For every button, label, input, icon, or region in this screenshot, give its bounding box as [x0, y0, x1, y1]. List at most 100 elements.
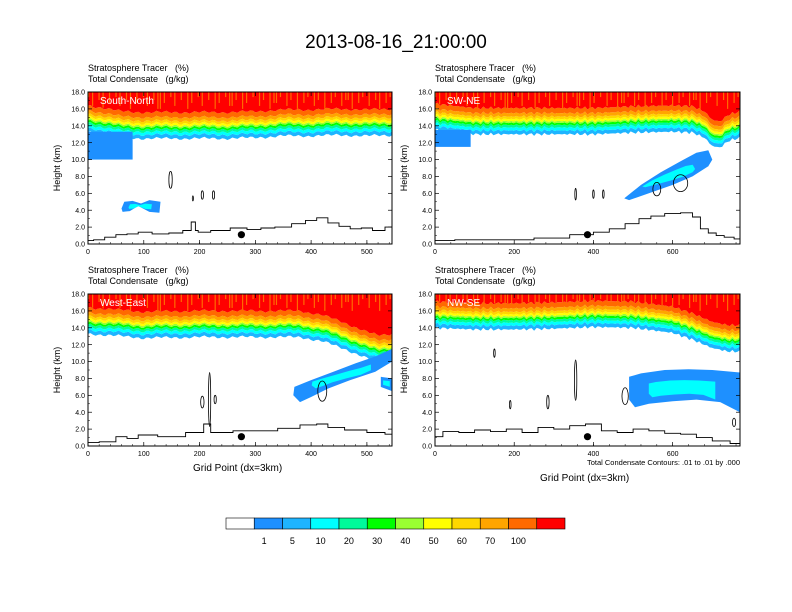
tracer-streak	[229, 92, 231, 106]
tracer-streak	[617, 92, 619, 108]
tracer-streak	[125, 92, 128, 101]
colorbar-swatch	[395, 517, 425, 530]
tracer-streak	[555, 294, 557, 303]
tracer-band	[88, 315, 392, 347]
tracer-band	[88, 113, 392, 125]
cross-section-panel: West-East 0.0 2.0 4.0 6.0 8.0 10.0 12.0 14.0 16.0…	[52, 292, 393, 458]
tracer-streak	[710, 92, 712, 98]
tracer-streak	[579, 294, 581, 302]
y-tick-label: 14.0	[418, 325, 432, 332]
x-tick-label: 600	[667, 249, 679, 256]
condensate-core	[128, 203, 152, 210]
tracer-streak	[218, 294, 220, 305]
tracer-streak	[710, 294, 712, 300]
tracer-streak	[555, 92, 557, 101]
x-tick-label: 400	[588, 451, 600, 458]
panel-plot-area	[435, 294, 740, 446]
condensate-core	[383, 380, 390, 387]
tracer-band	[435, 304, 740, 335]
tracer-streak	[504, 92, 506, 109]
tracer-streak	[651, 92, 653, 103]
terrain-line	[88, 423, 392, 444]
colorbar-swatch	[423, 517, 453, 530]
y-tick-label: 16.0	[418, 308, 432, 315]
tracer-streak	[665, 92, 667, 101]
tracer-streak	[252, 294, 254, 300]
tracer-streak	[621, 92, 623, 103]
tracer-band	[435, 316, 740, 346]
tracer-streak	[136, 92, 138, 103]
tracer-band	[88, 105, 392, 119]
tracer-streak	[562, 294, 564, 303]
tracer-streak	[214, 294, 216, 311]
tracer-streak	[108, 92, 111, 103]
tracer-streak	[737, 294, 739, 300]
y-tick-label: 6.0	[422, 191, 432, 198]
location-marker	[583, 433, 592, 441]
tracer-streak	[634, 92, 636, 106]
tracer-streak	[435, 294, 437, 300]
y-tick-label: 0.0	[422, 242, 432, 249]
tracer-streak	[102, 294, 104, 309]
tracer-streak	[566, 294, 568, 302]
cloud-contour	[574, 359, 578, 401]
tracer-streak	[672, 294, 674, 307]
tracer-band	[88, 122, 392, 134]
tracer-streak	[456, 294, 458, 303]
tracer-streak	[737, 92, 739, 98]
tracer-streak	[727, 92, 729, 109]
tracer-streak	[334, 294, 336, 300]
tracer-streak	[606, 92, 608, 106]
tracer-streak	[218, 92, 220, 103]
tracer-streak	[699, 294, 701, 311]
panel-plot-area	[88, 92, 392, 244]
tracer-streak	[347, 92, 349, 101]
tracer-streak	[678, 294, 680, 305]
tracer-streak	[477, 294, 479, 304]
tracer-band	[435, 119, 740, 141]
tracer-streak	[716, 92, 718, 106]
tracer-streak	[521, 92, 523, 106]
y-tick-label: 2.0	[75, 225, 85, 232]
figure-title: 2013-08-16_21:00:00	[305, 32, 487, 53]
tracer-streak	[157, 92, 159, 109]
x-tick-label: 500	[361, 249, 373, 256]
colorbar-swatch	[282, 517, 312, 530]
tracer-streak	[693, 92, 695, 101]
y-tick-label: 12.0	[418, 140, 432, 147]
x-tick-label: 0	[433, 249, 437, 256]
y-tick-label: 18.0	[71, 292, 85, 299]
tracer-streak	[727, 294, 729, 311]
y-tick-label: 12.0	[71, 342, 85, 349]
tracer-streak	[153, 294, 155, 303]
tracer-streak	[665, 294, 667, 303]
tracer-streak	[689, 294, 691, 308]
tracer-streak	[644, 294, 646, 304]
x-tick-label: 100	[138, 451, 150, 458]
y-tick-label: 10.0	[71, 157, 85, 164]
y-axis-title: Height (km)	[52, 145, 62, 192]
panel-header: Stratosphere Tracer (%) Total Condensate …	[435, 63, 536, 85]
tracer-streak	[174, 92, 176, 106]
tracer-pocket	[88, 131, 133, 160]
y-tick-label: 6.0	[75, 393, 85, 400]
x-tick-label: 500	[361, 451, 373, 458]
tracer-streak	[504, 294, 506, 304]
tracer-streak	[517, 92, 519, 98]
y-tick-label: 4.0	[75, 410, 85, 417]
cross-section-panel: NW-SE 0.0 2.0 4.0 6.0 8.0 10.0 12.0 14.0 16.0 18.0…	[399, 292, 741, 458]
y-tick-label: 6.0	[422, 393, 432, 400]
panel-field-label: Stratosphere Tracer (%)	[88, 63, 190, 73]
tracer-streak	[517, 294, 519, 300]
tracer-streak	[201, 92, 203, 106]
tracer-streak	[733, 92, 735, 103]
y-tick-label: 18.0	[418, 292, 432, 299]
y-tick-label: 4.0	[422, 208, 432, 215]
tracer-streak	[170, 92, 172, 98]
tracer-band	[88, 320, 392, 351]
x-tick-label: 0	[433, 451, 437, 458]
panel-field-label: Stratosphere Tracer (%)	[435, 265, 537, 275]
tracer-streak	[102, 92, 104, 108]
y-tick-label: 2.0	[422, 225, 432, 232]
y-axis-title: Height (km)	[399, 145, 409, 192]
